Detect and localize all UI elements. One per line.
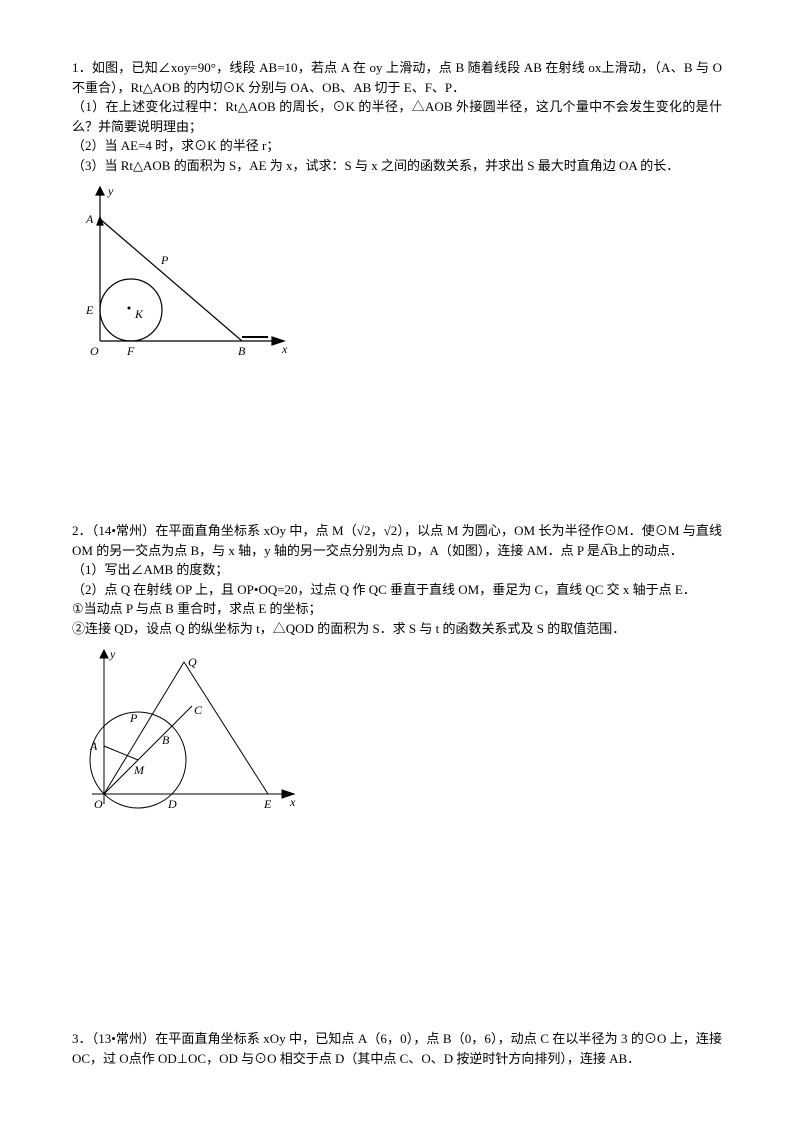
svg-text:O: O bbox=[90, 344, 99, 358]
svg-text:K: K bbox=[134, 307, 144, 321]
p1-line1: 1．如图，已知∠xoy=90°，线段 AB=10，若点 A 在 oy 上滑动，点… bbox=[72, 60, 722, 95]
problem-1-text: 1．如图，已知∠xoy=90°，线段 AB=10，若点 A 在 oy 上滑动，点… bbox=[72, 58, 722, 175]
svg-text:P: P bbox=[129, 711, 138, 725]
figure-2-svg: A M B P Q C D E O x y bbox=[72, 644, 302, 819]
problem-2-figure: A M B P Q C D E O x y bbox=[72, 644, 722, 819]
svg-text:E: E bbox=[85, 303, 94, 317]
p2-line1: 2．（14•常州）在平面直角坐标系 xOy 中，点 M（√2，√2），以点 M … bbox=[72, 523, 722, 558]
svg-text:C: C bbox=[194, 703, 203, 717]
svg-text:O: O bbox=[94, 797, 103, 811]
svg-text:E: E bbox=[263, 797, 272, 811]
svg-text:Q: Q bbox=[188, 655, 197, 669]
figure-1-svg: A E O F B P K x y bbox=[72, 181, 292, 371]
p2-line5: ②连接 QD，设点 Q 的纵坐标为 t，△QOD 的面积为 S．求 S 与 t … bbox=[72, 621, 625, 636]
problem-1: 1．如图，已知∠xoy=90°，线段 AB=10，若点 A 在 oy 上滑动，点… bbox=[72, 58, 722, 371]
p1-line4: （3）当 Rt△AOB 的面积为 S，AE 为 x，试求：S 与 x 之间的函数… bbox=[72, 158, 679, 173]
svg-text:A: A bbox=[89, 739, 98, 753]
svg-text:x: x bbox=[281, 342, 288, 356]
svg-text:D: D bbox=[167, 797, 177, 811]
problem-1-figure: A E O F B P K x y bbox=[72, 181, 722, 371]
problem-3-text: 3．（13•常州）在平面直角坐标系 xOy 中，已知点 A（6，0），点 B（0… bbox=[72, 1029, 722, 1068]
problem-2-text: 2．（14•常州）在平面直角坐标系 xOy 中，点 M（√2，√2），以点 M … bbox=[72, 521, 722, 638]
svg-text:B: B bbox=[162, 733, 170, 747]
svg-text:y: y bbox=[107, 184, 114, 198]
svg-text:y: y bbox=[109, 647, 116, 661]
svg-text:P: P bbox=[160, 253, 169, 267]
p2-line4: ①当动点 P 与点 B 重合时，求点 E 的坐标； bbox=[72, 601, 322, 616]
problem-2: 2．（14•常州）在平面直角坐标系 xOy 中，点 M（√2，√2），以点 M … bbox=[72, 521, 722, 819]
svg-text:F: F bbox=[126, 344, 135, 358]
problem-3: 3．（13•常州）在平面直角坐标系 xOy 中，已知点 A（6，0），点 B（0… bbox=[72, 1029, 722, 1068]
p1-line3: （2）当 AE=4 时，求⊙K 的半径 r； bbox=[72, 138, 279, 153]
spacer-2 bbox=[72, 839, 722, 1029]
svg-text:B: B bbox=[238, 344, 246, 358]
svg-text:x: x bbox=[289, 795, 296, 809]
svg-text:A: A bbox=[85, 212, 94, 226]
svg-text:M: M bbox=[133, 763, 145, 777]
p1-line2: （1）在上述变化过程中：Rt△AOB 的周长，⊙K 的半径，△AOB 外接圆半径… bbox=[72, 99, 722, 134]
p2-line3: （2）点 Q 在射线 OP 上，且 OP•OQ=20，过点 Q 作 QC 垂直于… bbox=[72, 582, 696, 597]
p3-line1: 3．（13•常州）在平面直角坐标系 xOy 中，已知点 A（6，0），点 B（0… bbox=[72, 1031, 722, 1066]
spacer-1 bbox=[72, 391, 722, 521]
p2-line2: （1）写出∠AMB 的度数； bbox=[72, 562, 228, 577]
